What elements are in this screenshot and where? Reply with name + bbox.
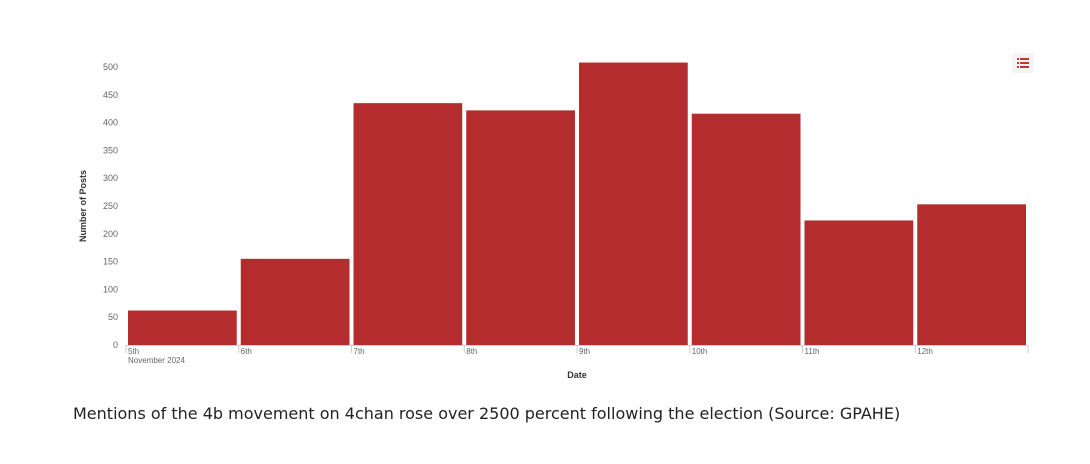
y-tick-label: 0: [113, 340, 118, 350]
bar-7th[interactable]: [353, 103, 463, 345]
x-axis: 5th 6th 7th 8th 9th 10th 11th 12th November 2024: [125, 345, 1029, 365]
y-tick-label: 50: [108, 312, 118, 322]
x-tick-label: 12th: [917, 347, 933, 356]
bar-11th[interactable]: [804, 220, 914, 345]
bar-12th[interactable]: [917, 204, 1026, 345]
y-tick-label: 250: [103, 201, 118, 211]
y-tick-label: 350: [103, 145, 118, 155]
y-tick-label: 400: [103, 118, 118, 128]
x-tick-label: 6th: [241, 347, 252, 356]
y-axis-title: Number of Posts: [78, 170, 88, 242]
y-tick-label: 300: [103, 173, 118, 183]
bars: [128, 62, 1026, 346]
bar-chart: 0 50 100 150 200 250 300 350 400 450 500 5th 6th 7th…: [78, 62, 1029, 380]
x-tick-label: 7th: [354, 347, 365, 356]
x-tick-label: 9th: [579, 347, 590, 356]
x-tick-sublabel: November 2024: [128, 356, 185, 365]
bar-6th[interactable]: [240, 258, 350, 345]
bar-5th[interactable]: [128, 310, 237, 345]
y-axis: 0 50 100 150 200 250 300 350 400 450 500: [103, 62, 118, 350]
y-tick-label: 200: [103, 229, 118, 239]
chart-container: 0 50 100 150 200 250 300 350 400 450 500 5th 6th 7th…: [78, 53, 1034, 380]
x-axis-title: Date: [567, 370, 587, 380]
x-tick-label: 8th: [466, 347, 477, 356]
y-tick-label: 500: [103, 62, 118, 72]
y-tick-label: 100: [103, 284, 118, 294]
x-tick-label: 11th: [805, 347, 820, 356]
y-tick-label: 150: [103, 257, 118, 267]
bar-9th[interactable]: [579, 62, 688, 346]
y-tick-label: 450: [103, 90, 118, 100]
figure-caption: Mentions of the 4b movement on 4chan ros…: [73, 404, 901, 423]
x-tick-label: 5th: [128, 347, 139, 356]
bar-8th[interactable]: [466, 110, 575, 346]
bar-10th[interactable]: [691, 113, 801, 345]
list-icon: [1017, 58, 1029, 68]
chart-menu-button[interactable]: [1012, 53, 1034, 73]
x-tick-label: 10th: [692, 347, 708, 356]
